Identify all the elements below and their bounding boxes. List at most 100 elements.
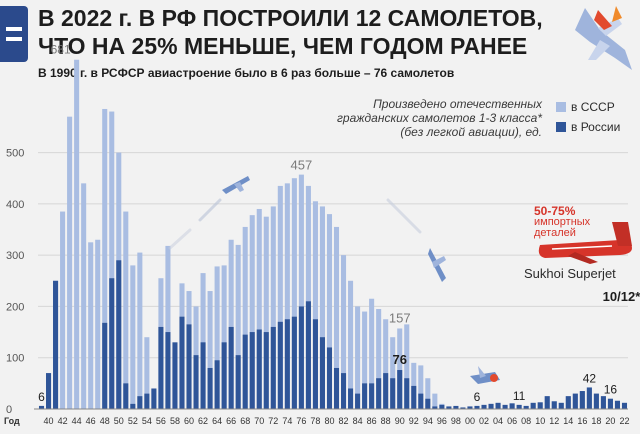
bar-russia [467, 406, 473, 409]
y-tick-label: 0 [6, 404, 12, 416]
bar-ussr [263, 216, 269, 409]
x-tick-label: 00 [465, 416, 475, 426]
x-tick-label: 96 [437, 416, 447, 426]
bar-ussr [355, 306, 361, 409]
x-tick-label: 46 [86, 416, 96, 426]
bar-ussr [165, 245, 171, 409]
bar-ussr [418, 365, 424, 409]
x-tick-label: 52 [128, 416, 138, 426]
bar-ussr [95, 239, 101, 409]
chart-note: Произведено отечественных гражданских са… [337, 97, 542, 139]
data-label: 10/12* [603, 289, 640, 304]
bar-russia [249, 332, 255, 409]
bar-ussr [319, 206, 325, 409]
x-tick-label: 98 [451, 416, 461, 426]
logo-bar-top [6, 27, 22, 31]
x-tick-label: 12 [549, 416, 559, 426]
data-label: 6 [38, 390, 45, 404]
logo [0, 6, 28, 62]
bar-russia [397, 370, 403, 409]
bar-russia [151, 388, 157, 409]
x-tick-label: 74 [282, 416, 292, 426]
bar-ussr [235, 244, 241, 409]
bar-ussr [74, 59, 80, 409]
bar-ussr [256, 208, 262, 409]
bar-russia [263, 332, 269, 409]
bar-russia [362, 383, 368, 409]
bar-russia [193, 355, 199, 409]
bar-russia [495, 402, 501, 409]
bar-ussr [102, 108, 108, 409]
crashed-plane-icon [470, 366, 500, 384]
bar-russia [284, 319, 290, 409]
bar-russia [369, 383, 375, 409]
bar-russia [551, 401, 557, 409]
data-label: 6 [474, 390, 481, 404]
bar-russia [621, 402, 628, 409]
x-tick-label: 42 [58, 416, 68, 426]
x-tick-label: 48 [100, 416, 110, 426]
superjet-plane-icon [538, 222, 632, 264]
bar-russia [453, 405, 459, 409]
x-tick-label: 68 [240, 416, 250, 426]
bar-russia [523, 405, 529, 409]
bar-russia [439, 404, 445, 409]
bar-ussr [348, 280, 354, 409]
bar-russia [186, 324, 192, 409]
bar-russia [109, 278, 115, 409]
bar-russia [270, 326, 276, 409]
x-tick-label: 72 [268, 416, 278, 426]
bar-russia [256, 329, 262, 409]
data-label: 681 [51, 43, 71, 57]
bar-ussr [207, 291, 213, 409]
bar-ussr [312, 201, 318, 409]
bar-russia [565, 396, 571, 409]
x-tick-label: 82 [339, 416, 349, 426]
import-text: импортных деталей [534, 216, 591, 239]
x-axis-label: Год [4, 416, 20, 426]
legend-swatch-ussr [556, 102, 566, 112]
bar-ussr [221, 265, 227, 409]
x-tick-label: 22 [619, 416, 629, 426]
bar-russia [102, 322, 108, 409]
bar-russia [200, 342, 206, 409]
page-title: В 2022 г. В РФ ПОСТРОИЛИ 12 САМОЛЕТОВ, Ч… [38, 5, 543, 59]
bar-ussr [200, 273, 206, 409]
x-tick-label: 44 [72, 416, 82, 426]
x-tick-label: 86 [367, 416, 377, 426]
bar-ussr [277, 185, 283, 409]
y-tick-label: 400 [6, 199, 24, 211]
bar-ussr [326, 214, 333, 409]
bar-russia [137, 396, 143, 409]
bar-russia [355, 393, 361, 409]
superjet-label: Sukhoi Superjet [524, 266, 616, 281]
bar-russia [291, 316, 297, 409]
bar-ussr [397, 328, 403, 409]
x-tick-label: 80 [324, 416, 334, 426]
x-tick-label: 64 [212, 416, 222, 426]
plane-descent-icon [386, 198, 446, 282]
bar-russia [312, 319, 318, 409]
bar-russia [326, 347, 333, 409]
legend: в СССР в России [556, 97, 620, 137]
bar-russia [516, 404, 522, 409]
bar-ussr [298, 174, 304, 409]
bar-ussr [425, 378, 431, 409]
bar-ussr [130, 265, 136, 409]
bar-russia [242, 334, 248, 409]
bar-ussr [376, 308, 382, 409]
x-tick-label: 60 [184, 416, 194, 426]
bar-russia [544, 396, 550, 409]
bar-russia [298, 306, 304, 409]
bar-ussr [249, 215, 255, 409]
logo-bar-bottom [6, 37, 22, 41]
bar-russia [390, 378, 396, 409]
y-tick-label: 200 [6, 301, 24, 313]
bar-russia [446, 406, 452, 409]
x-tick-label: 56 [156, 416, 166, 426]
falling-plane-icon [575, 6, 632, 70]
x-tick-label: 84 [353, 416, 363, 426]
bar-russia [235, 355, 241, 409]
bar-russia [607, 398, 613, 409]
